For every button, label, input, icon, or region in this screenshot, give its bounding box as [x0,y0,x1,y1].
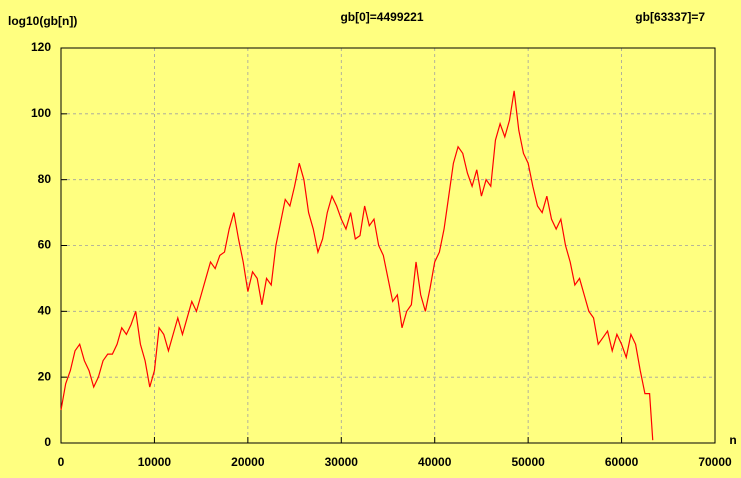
x-tick-label: 0 [58,455,65,469]
x-tick-label: 30000 [325,455,359,469]
x-axis-label: n [729,433,736,447]
y-tick-label: 60 [38,238,52,252]
y-tick-label: 120 [31,40,51,54]
x-tick-label: 20000 [231,455,265,469]
annotation: gb[0]=4499221 [340,10,423,24]
x-tick-label: 50000 [511,455,545,469]
y-tick-label: 80 [38,172,52,186]
data-line [60,90,654,441]
annotation: gb[63337]=7 [635,10,705,24]
y-axis-label: log10(gb[n]) [8,14,77,28]
y-tick-label: 0 [44,435,51,449]
y-tick-label: 40 [38,304,52,318]
y-tick-label: 20 [38,369,52,383]
x-tick-label: 70000 [698,455,732,469]
x-tick-label: 40000 [418,455,452,469]
x-tick-label: 10000 [138,455,172,469]
x-tick-label: 60000 [605,455,639,469]
y-tick-label: 100 [31,106,51,120]
plot-frame [60,47,716,444]
